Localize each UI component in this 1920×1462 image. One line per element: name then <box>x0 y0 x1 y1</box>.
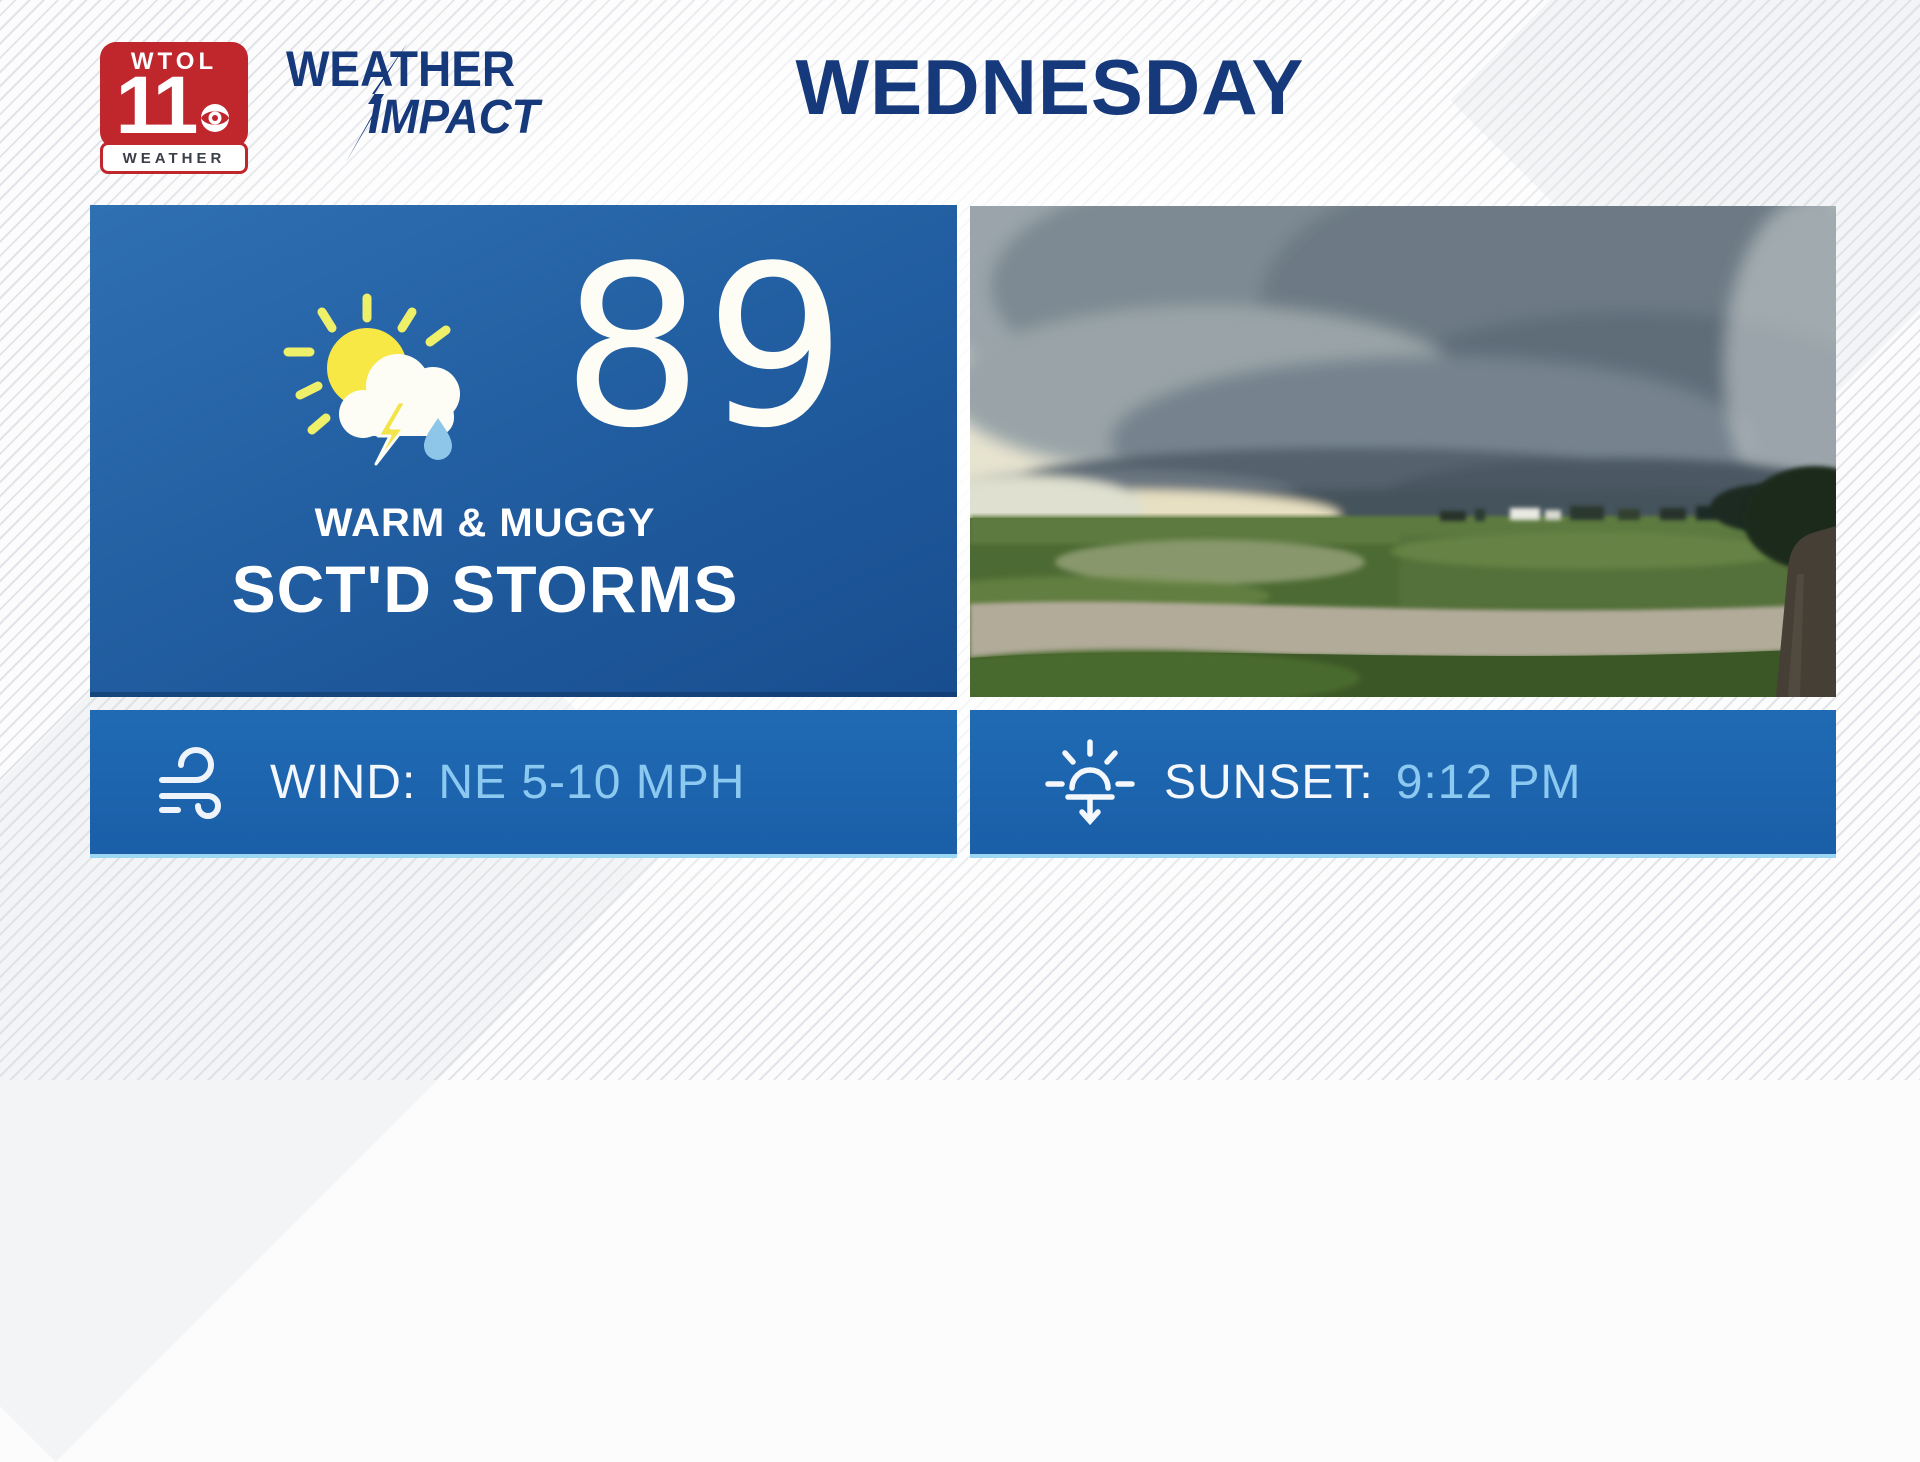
wind-icon <box>159 747 221 819</box>
sunset-icon <box>1045 739 1135 826</box>
wind-label: WIND: <box>270 755 417 809</box>
condition-line-1: WARM & MUGGY <box>314 501 656 545</box>
channel-number: 11 <box>115 60 199 151</box>
wind-value: NE 5-10 MPH <box>438 755 746 809</box>
station-logo-caption: WEATHER <box>122 149 226 167</box>
sunset-value: 9:12 PM <box>1395 755 1582 809</box>
cbs-eye-icon <box>201 104 230 133</box>
sunset-bar: SUNSET: 9:12 PM <box>970 710 1836 858</box>
sunset-label: SUNSET: <box>1164 755 1374 809</box>
weather-impact-brand: WEATHER IMPACT <box>280 44 640 174</box>
weather-graphic: WTOL 11 WEATHER WEATHER IMPACT WEDNESDAY <box>0 0 1920 1080</box>
forecast-panel: 89 WARM & MUGGY SCT'D STORMS <box>90 205 957 697</box>
page-title: WEDNESDAY <box>795 43 1305 131</box>
station-logo-caption-strip: WEATHER <box>100 142 248 174</box>
lightning-bolt-icon <box>346 44 407 162</box>
station-channel-row: 11 <box>115 60 233 151</box>
station-call-letters: WTOL <box>130 48 218 75</box>
brand-word-impact: IMPACT <box>368 91 540 144</box>
high-temperature: 89 <box>561 219 849 477</box>
storm-photo <box>970 206 1836 697</box>
condition-line-2: SCT'D STORMS <box>231 552 739 626</box>
scattered-storms-icon <box>283 293 460 466</box>
station-logo: WTOL 11 <box>100 42 248 148</box>
brand-word-weather: WEATHER <box>286 41 516 97</box>
wind-bar: WIND: NE 5-10 MPH <box>90 710 957 858</box>
